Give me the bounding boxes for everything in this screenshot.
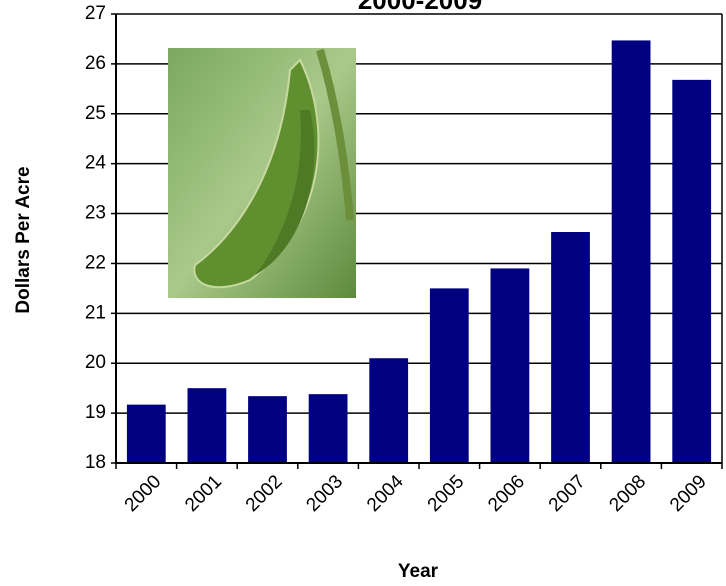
x-tick-label: 2000 xyxy=(121,471,166,516)
y-tick-label: 18 xyxy=(85,452,106,473)
y-tick-label: 21 xyxy=(85,302,106,323)
x-tick-label: 2003 xyxy=(302,471,347,516)
bar xyxy=(551,232,590,463)
y-tick-label: 19 xyxy=(85,402,106,423)
bar xyxy=(187,388,227,463)
bar xyxy=(369,358,409,463)
bar xyxy=(248,396,287,463)
bar xyxy=(672,79,712,463)
x-tick-label: 2004 xyxy=(363,471,408,516)
x-tick-label: 2005 xyxy=(424,471,469,516)
y-tick-label: 24 xyxy=(85,153,107,174)
y-tick-label: 26 xyxy=(85,53,106,74)
x-tick-label: 2007 xyxy=(545,471,590,516)
bar xyxy=(308,394,348,463)
bar xyxy=(429,288,469,463)
y-tick-label: 20 xyxy=(85,352,106,373)
x-tick-label: 2006 xyxy=(484,471,529,516)
y-tick-label: 22 xyxy=(85,252,106,273)
y-axis-label: Dollars Per Acre xyxy=(13,166,34,313)
x-tick-label: 2002 xyxy=(242,471,287,516)
x-tick-label: 2001 xyxy=(181,471,226,516)
bar xyxy=(490,268,530,463)
x-axis-label: Year xyxy=(398,561,439,582)
bar xyxy=(611,40,651,464)
x-tick-label: 2009 xyxy=(666,471,711,516)
x-tick-label: 2008 xyxy=(605,471,650,516)
soybean-photo xyxy=(168,48,356,298)
y-tick-label: 25 xyxy=(85,103,106,124)
plot-area: 18 19 20 21 22 23 24 25 26 27 2000 2001 2002 2003 2004… xyxy=(85,3,723,516)
y-tick-label: 23 xyxy=(85,203,106,224)
y-tick-label: 27 xyxy=(85,3,106,24)
bar xyxy=(126,404,166,463)
chart-title: 2000-2009 xyxy=(358,0,482,15)
